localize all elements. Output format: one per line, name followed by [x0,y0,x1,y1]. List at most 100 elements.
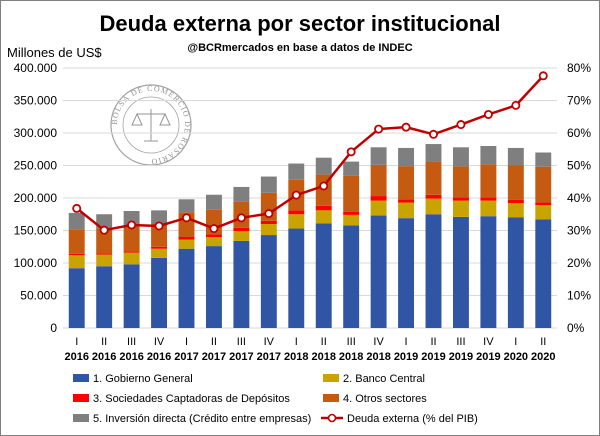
x-tick-year: 2019 [394,351,418,363]
line-point [236,213,246,223]
x-tick-quarter: IV [373,336,384,348]
x-tick-quarter: IV [264,336,275,348]
bar-segment [68,253,85,256]
x-tick-year: 2019 [449,351,473,363]
bar-segment [425,161,442,195]
x-tick-year: 2020 [504,351,528,363]
bar-segment [370,164,387,197]
line-point [72,203,82,213]
x-tick-year: 2017 [229,351,253,363]
bar-segment [315,205,332,211]
legend-swatch [323,394,339,402]
y-tick-label: 300.000 [14,126,58,140]
bar-segment [288,228,305,328]
x-tick-quarter: I [295,336,298,348]
x-tick-quarter: II [211,336,217,348]
bar-segment [260,220,277,224]
bar-segment [205,246,222,328]
bar-segment [288,163,305,180]
line-series [72,71,548,235]
x-tick-year: 2017 [257,351,281,363]
x-tick-year: 2020 [531,351,555,363]
line-point [264,209,274,219]
bar-segment [205,194,222,210]
x-tick-quarter: I [405,336,408,348]
line-point [428,129,438,139]
legend-label: 5. Inversión directa (Crédito entre empr… [93,413,311,425]
bar-segment [260,176,277,193]
line-point [511,100,521,110]
y-tick-label: 0 [50,321,57,335]
bar-segment [315,210,332,224]
bar-segment [96,214,113,229]
line-point [154,221,164,231]
y2-tick-label: 10% [567,289,591,303]
bar-segment [123,225,140,252]
line-point [181,213,191,223]
bar-segment [260,224,277,236]
bar-segment [452,197,469,201]
bar-segment [398,147,415,167]
bar-segment [370,200,387,216]
bar-segment [535,166,552,203]
bar-segment [452,166,469,198]
watermark-seal: BOLSA DE COMERCIO DE ROSARIO [110,84,192,166]
bar-segment [370,215,387,328]
line-point [291,190,301,200]
bar-segment [398,166,415,200]
y-tick-label: 200.000 [14,191,58,205]
y-axis-right: 0% 10% 20% 30% 40% 50% 60% 70% 80% [567,61,591,335]
bar-segment [123,251,140,253]
x-tick-quarter: II [540,336,546,348]
x-tick-quarter: IV [154,336,165,348]
line-point [374,124,384,134]
bar-segment [96,254,113,267]
bar-segment [205,237,222,247]
bar-segment [315,157,332,175]
bar-segment [151,224,168,247]
scales-of-justice-icon [131,109,171,142]
bar-segment [123,211,140,226]
x-tick-year: 2019 [476,351,500,363]
x-tick-year: 2017 [174,351,198,363]
bar-segment [398,199,415,203]
y-axis-unit-label: Millones de US$ [7,45,102,60]
legend-swatch [323,374,339,382]
bar-segment [452,147,469,167]
x-tick-quarter: II [430,336,436,348]
bar-segment [343,175,360,212]
line-path [75,74,545,232]
bar-segment [535,205,552,220]
bar-segment [68,268,85,328]
bar-segment [68,255,85,269]
x-tick-quarter: IV [483,336,494,348]
x-tick-year: 2017 [202,351,226,363]
bar-segment [452,216,469,328]
x-tick-quarter: I [185,336,188,348]
legend-line-marker [327,413,337,423]
bar-segment [370,147,387,165]
y2-tick-label: 40% [567,191,591,205]
bar-segment [343,214,360,226]
x-tick-year: 2016 [147,351,171,363]
x-tick-quarter: III [347,336,356,348]
y2-tick-label: 60% [567,126,591,140]
bar-segment [151,257,168,328]
bar-segment [425,144,442,162]
bar-segment [343,211,360,215]
bar-segment [507,217,524,328]
bar-segment [96,266,113,328]
legend-swatch [73,374,89,382]
x-tick-year: 2019 [421,351,445,363]
bar-segment [425,194,442,199]
bar-segment [507,199,524,204]
bar-segment [151,210,168,224]
legend-label: 1. Gobierno General [93,373,193,385]
bar-segment [96,228,113,254]
bar-segment [233,227,250,232]
bar-segment [233,186,250,202]
bar-segment [398,218,415,328]
bar-segment [123,264,140,328]
bar-segment [178,248,195,328]
